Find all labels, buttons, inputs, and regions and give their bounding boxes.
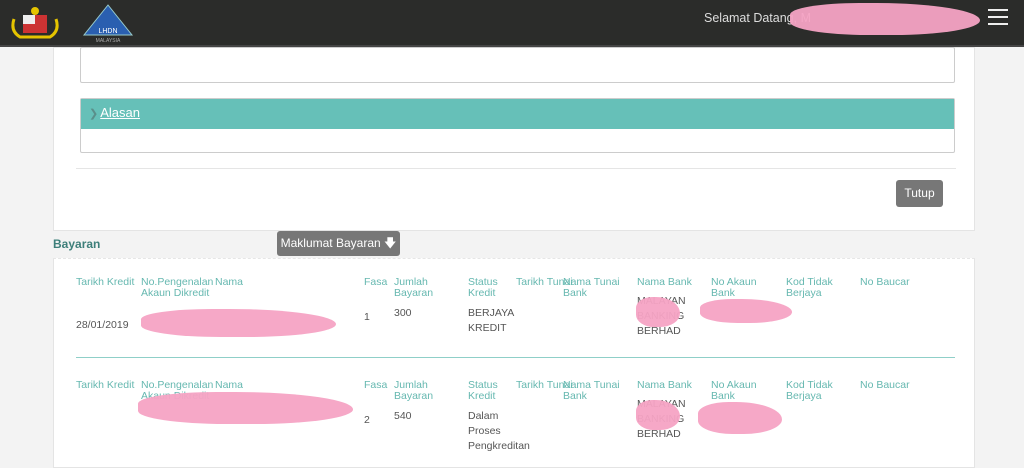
cell-fasa: 1 (364, 311, 370, 323)
lhdn-logo: LHDN MALAYSIA (82, 4, 134, 43)
column-header: Status Kredit (468, 379, 498, 402)
column-header: Jumlah Bayaran (394, 276, 434, 299)
column-header: No Akaun Bank (711, 276, 757, 299)
cell-status: BERJAYA KREDIT (468, 307, 514, 334)
close-button[interactable]: Tutup (896, 180, 943, 207)
alasan-header[interactable]: ❯ Alasan (81, 99, 954, 129)
top-box (80, 47, 955, 83)
cell-jumlah: 300 (394, 307, 412, 319)
column-header: Nama (215, 276, 244, 288)
redaction (636, 297, 680, 327)
column-header: Fasa (364, 379, 388, 391)
divider (76, 168, 956, 169)
column-header: Tarikh Tunai (516, 276, 573, 288)
chevron-down-icon: ❯ (89, 108, 99, 120)
svg-text:MALAYSIA: MALAYSIA (96, 38, 121, 43)
column-header: Nama Tunai Bank (563, 379, 620, 402)
column-header: No Baucar (860, 379, 910, 391)
redaction (141, 309, 336, 337)
cell-tarikh: 28/01/2019 (76, 319, 129, 331)
column-header: Tarikh Kredit (76, 379, 135, 391)
column-header: Kod Tidak Berjaya (786, 379, 833, 402)
section-title: Bayaran (53, 237, 101, 251)
row-divider (76, 357, 955, 358)
redaction (700, 299, 792, 323)
column-header: No Akaun Bank (711, 379, 757, 402)
column-header: Fasa (364, 276, 388, 288)
column-header: Kod Tidak Berjaya (786, 276, 833, 299)
column-header: Tarikh Tunai (516, 379, 573, 391)
cell-status: Dalam Proses Pengkreditan (468, 410, 530, 452)
cell-fasa: 2 (364, 414, 370, 426)
redaction (790, 3, 980, 35)
redaction (138, 392, 353, 424)
column-header: Tarikh Kredit (76, 276, 135, 288)
alasan-panel: ❯ Alasan (80, 98, 955, 153)
redaction (636, 400, 680, 430)
welcome-text: Selamat Datang, M (704, 11, 811, 25)
redaction (698, 402, 782, 434)
arrow-down-icon: 🡇 (384, 236, 397, 250)
column-header: Nama (215, 379, 244, 391)
svg-text:LHDN: LHDN (98, 28, 117, 35)
maklumat-bayaran-button[interactable]: Maklumat Bayaran 🡇 (277, 231, 400, 256)
column-header: No.Pengenalan Akaun Dikredit (141, 276, 214, 299)
column-header: Nama Bank (637, 276, 692, 288)
button-label: Maklumat Bayaran (280, 236, 381, 250)
column-header: Nama Bank (637, 379, 692, 391)
column-header: Jumlah Bayaran (394, 379, 434, 402)
jata-negara-logo (11, 7, 59, 39)
column-header: Status Kredit (468, 276, 498, 299)
hamburger-icon[interactable] (988, 9, 1008, 27)
alasan-link[interactable]: Alasan (100, 105, 140, 120)
cell-jumlah: 540 (394, 410, 412, 422)
column-header: No Baucar (860, 276, 910, 288)
column-header: Nama Tunai Bank (563, 276, 620, 299)
top-header: LHDN MALAYSIA Selamat Datang, M (0, 0, 1024, 47)
